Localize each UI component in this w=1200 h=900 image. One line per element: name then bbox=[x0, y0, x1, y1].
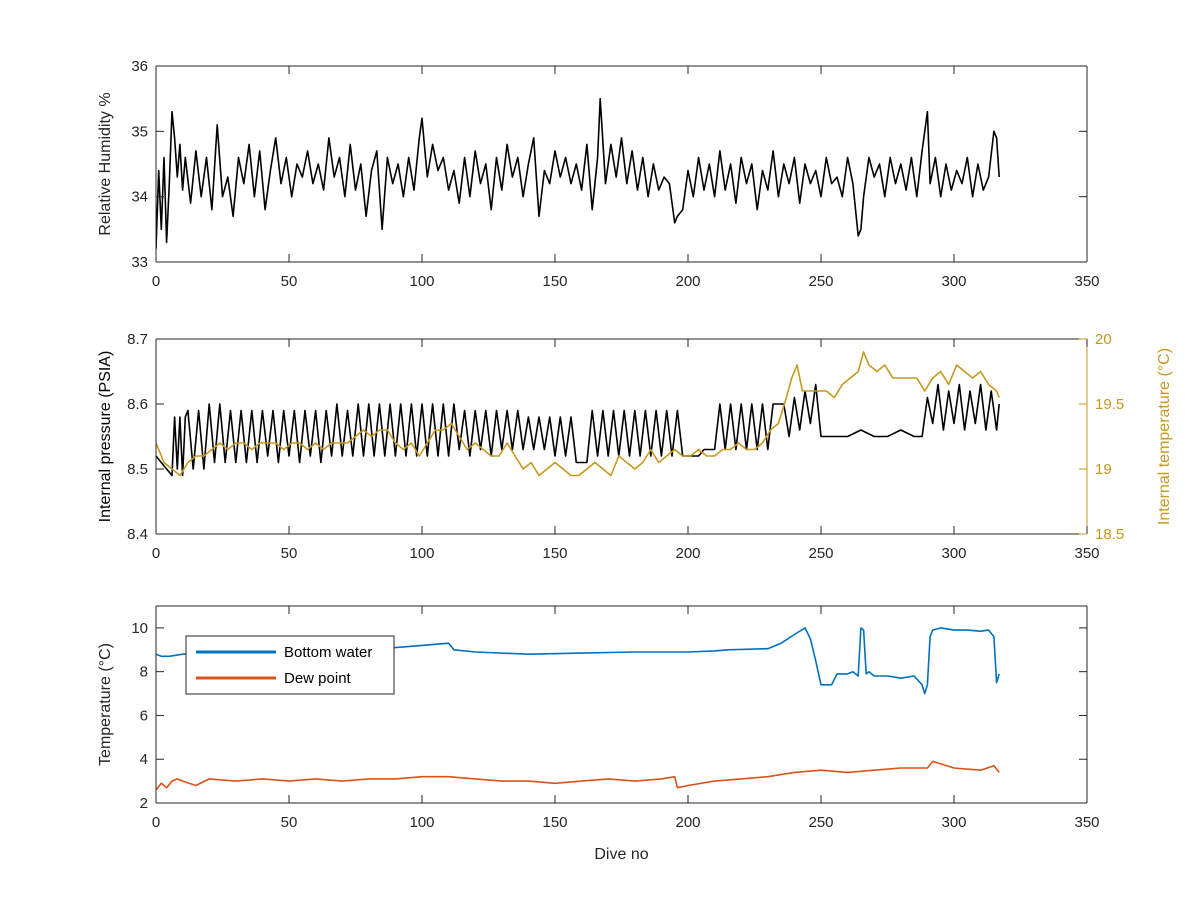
panel3-y-tick-label: 6 bbox=[140, 707, 148, 724]
panel2-y-right-tick-label: 18.5 bbox=[1095, 526, 1124, 543]
panel3-legend-label: Bottom water bbox=[284, 644, 372, 661]
panel2-x-tick-label: 50 bbox=[281, 545, 298, 562]
panel1-x-tick-label: 150 bbox=[542, 273, 567, 290]
panel3-legend bbox=[185, 635, 395, 695]
panel1-x-tick-label: 250 bbox=[808, 273, 833, 290]
panel2-series-2-line bbox=[156, 351, 1000, 477]
panel2-y-right-tick-label: 19.5 bbox=[1095, 396, 1124, 413]
panel3-y-tick-label: 10 bbox=[131, 620, 148, 637]
panel1-x-tick-label: 0 bbox=[152, 273, 160, 290]
panel2-y-axis-label: Internal pressure (PSIA) bbox=[97, 351, 114, 523]
panel2-y-tick-label: 8.6 bbox=[127, 396, 148, 413]
panel3-x-tick-label: 350 bbox=[1074, 814, 1099, 831]
panel3-x-tick-label: 50 bbox=[281, 814, 298, 831]
panel2-x-tick-label: 250 bbox=[808, 545, 833, 562]
panel3-y-axis-label: Temperature (°C) bbox=[97, 643, 114, 766]
panel1-y-tick-label: 33 bbox=[131, 254, 148, 271]
panel3-y-tick-label: 4 bbox=[140, 751, 148, 768]
panel3-x-tick-label: 100 bbox=[409, 814, 434, 831]
panel3-x-tick-label: 300 bbox=[941, 814, 966, 831]
panel2-series-1-line bbox=[156, 383, 1000, 477]
panel3-y-tick-label: 2 bbox=[140, 795, 148, 812]
panel2-y-tick-label: 8.7 bbox=[127, 331, 148, 348]
panel2-y-tick-label: 8.5 bbox=[127, 461, 148, 478]
panel2-y-tick-label: 8.4 bbox=[127, 526, 148, 543]
panel1-y-axis-label: Relative Humidity % bbox=[97, 92, 114, 235]
panel1-x-tick-label: 300 bbox=[941, 273, 966, 290]
panel3-dew-point-line bbox=[156, 760, 1000, 791]
panel1-x-tick-label: 200 bbox=[675, 273, 700, 290]
panel3-legend-label: Dew point bbox=[284, 670, 352, 687]
panel2-x-tick-label: 100 bbox=[409, 545, 434, 562]
panel1-series-1-line bbox=[156, 97, 1000, 249]
panel2-x-tick-label: 350 bbox=[1074, 545, 1099, 562]
panel2-x-tick-label: 150 bbox=[542, 545, 567, 562]
panel2-y-axis-label-right: Internal temperature (°C) bbox=[1156, 348, 1173, 525]
panel3-x-tick-label: 150 bbox=[542, 814, 567, 831]
panel3-y-tick-label: 8 bbox=[140, 664, 148, 681]
panel1-x-tick-label: 100 bbox=[409, 273, 434, 290]
panel2-y-right-tick-label: 19 bbox=[1095, 461, 1112, 478]
panel1-y-tick-label: 36 bbox=[131, 58, 148, 75]
panel1-y-tick-label: 34 bbox=[131, 189, 148, 206]
panel3-x-axis-label: Dive no bbox=[594, 846, 648, 863]
panel3-x-tick-label: 0 bbox=[152, 814, 160, 831]
panel2-x-tick-label: 200 bbox=[675, 545, 700, 562]
panel2-y-right-tick-label: 20 bbox=[1095, 331, 1112, 348]
panel1-y-tick-label: 35 bbox=[131, 123, 148, 140]
panel2-x-tick-label: 300 bbox=[941, 545, 966, 562]
panel3-x-tick-label: 250 bbox=[808, 814, 833, 831]
panel1-plot-area bbox=[156, 66, 1087, 262]
panel1-x-tick-label: 350 bbox=[1074, 273, 1099, 290]
panel2-x-tick-label: 0 bbox=[152, 545, 160, 562]
panel3-bottom-water-line bbox=[156, 627, 1000, 695]
panel1-x-tick-label: 50 bbox=[281, 273, 298, 290]
panel3-x-tick-label: 200 bbox=[675, 814, 700, 831]
